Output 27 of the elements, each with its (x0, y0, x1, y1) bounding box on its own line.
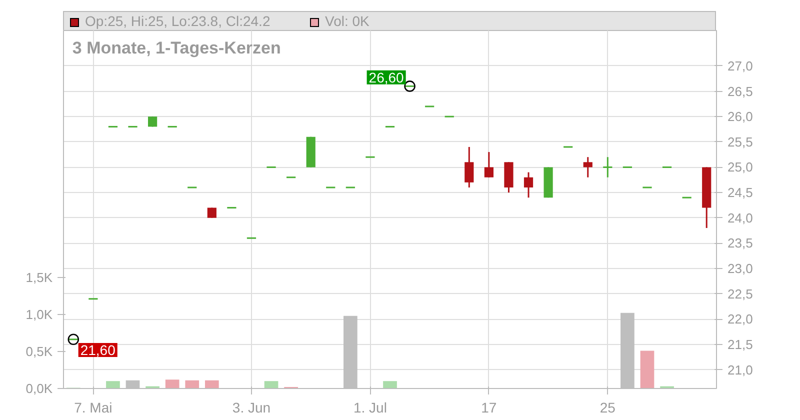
y2-tick-label: 22,5 (728, 286, 753, 302)
x-tick-label: 1. Jul (353, 400, 387, 416)
annotation: 21,60 (80, 342, 116, 358)
y2-tick-label: 21,5 (728, 336, 753, 352)
y2-tick-label: 26,5 (728, 84, 753, 99)
annotation: 26,60 (368, 69, 404, 86)
x-tick-label: 25 (600, 400, 616, 416)
x-tick-label: 7. Mai (74, 400, 112, 416)
y-tick-label: 0,0K (26, 381, 53, 396)
y2-tick-label: 23,0 (728, 260, 753, 276)
y-tick-label: 1,5K (26, 270, 53, 285)
y2-tick-label: 25,5 (728, 134, 753, 150)
chart-title: 3 Monate, 1-Tages-Kerzen (72, 38, 281, 58)
y2-tick-label: 22,0 (728, 312, 753, 327)
y-tick-label: 1,0K (26, 306, 53, 322)
x-tick-label: 3. Jun (232, 400, 271, 416)
y2-tick-label: 21,0 (728, 362, 753, 378)
y2-tick-label: 27,0 (728, 58, 753, 74)
y2-tick-label: 26,0 (728, 109, 753, 124)
y-tick-label: 0,5K (26, 344, 53, 359)
y2-tick-label: 23,5 (728, 236, 753, 251)
text: Vol: 0K (324, 12, 370, 31)
y2-tick-label: 25,0 (728, 160, 753, 175)
y2-tick-label: 24,0 (728, 210, 753, 226)
y2-tick-label: 24,5 (728, 185, 753, 200)
text: Op:25, Hi:25, Lo:23.8, Cl:24.2 (84, 12, 272, 31)
x-tick-label: 17 (481, 400, 497, 416)
